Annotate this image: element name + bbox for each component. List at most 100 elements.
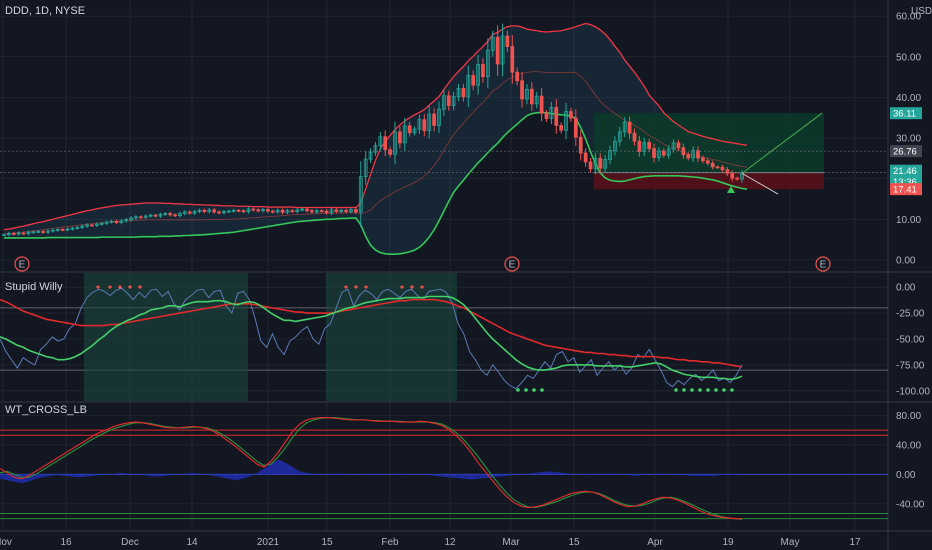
stupid-willy-pane[interactable] (0, 273, 888, 401)
candle (2, 234, 6, 237)
x-tick-label: 16 (60, 537, 72, 548)
wt1-line (0, 416, 742, 520)
candle (26, 231, 31, 234)
candle (510, 46, 515, 73)
candle (21, 232, 26, 235)
price-tick-label: 50.00 (896, 52, 921, 63)
willy-signal-dot (698, 388, 702, 392)
willy-signal-dot (674, 388, 678, 392)
price-tag (890, 164, 922, 177)
willy-tick-label: -75.00 (896, 360, 925, 371)
willy-tick-label: -100.00 (896, 386, 930, 397)
candle (60, 229, 65, 231)
candle (666, 148, 671, 156)
candle (725, 169, 730, 174)
x-tick-label: May (781, 537, 800, 548)
candle (701, 157, 705, 162)
candle (226, 210, 231, 213)
candle (696, 150, 700, 159)
candle (11, 233, 16, 235)
candle (417, 119, 422, 130)
willy-signal-dot (714, 388, 718, 392)
candle (442, 95, 446, 110)
candle (671, 142, 676, 150)
willy-signal-line (0, 295, 743, 381)
willy-signal-dot (682, 388, 686, 392)
x-tick-label: Apr (647, 537, 663, 548)
candle (148, 214, 153, 217)
candle (705, 160, 710, 164)
candle (437, 108, 441, 126)
candle (236, 209, 241, 212)
candle (569, 111, 573, 119)
candle (686, 154, 691, 159)
candle (124, 219, 129, 222)
candle (270, 210, 275, 213)
willy-top-dot (128, 285, 132, 289)
candle (99, 222, 104, 225)
wt-cross-pane[interactable] (0, 416, 888, 520)
candle (222, 211, 226, 214)
candle (598, 157, 603, 169)
willy-tick-label: -25.00 (896, 309, 925, 320)
candle (446, 95, 451, 106)
candle (363, 158, 368, 177)
candle (603, 159, 608, 169)
candle (261, 209, 265, 212)
willy-top-dot (354, 285, 358, 289)
wt-tick-label: 80.00 (896, 411, 921, 422)
price-tick-label: 0.00 (896, 255, 916, 266)
willy-tick-label: -50.00 (896, 335, 925, 346)
willy-zone (84, 273, 248, 401)
candle (285, 210, 290, 213)
candle (476, 64, 480, 86)
candle (290, 210, 295, 213)
willy-top-dot (108, 285, 112, 289)
candle (720, 166, 725, 171)
candle (637, 140, 642, 152)
wt-title[interactable]: WT_CROSS_LB (5, 404, 87, 416)
bollinger-lower-line (4, 111, 748, 255)
x-tick-label: Dec (121, 537, 139, 548)
candle (202, 209, 207, 212)
candle (94, 223, 99, 226)
price-tag (890, 183, 922, 196)
stop-zone (594, 172, 824, 190)
candle (339, 209, 344, 212)
candle (280, 209, 285, 213)
candle (432, 113, 436, 126)
willy-title[interactable]: Stupid Willy (5, 281, 63, 293)
candle (90, 224, 94, 227)
candle (65, 228, 70, 231)
symbol-title[interactable]: DDD, 1D, NYSE (5, 5, 85, 17)
x-tick-label: Nov (0, 537, 12, 548)
candle (407, 125, 412, 134)
price-tag (890, 145, 922, 158)
candle (481, 64, 485, 78)
candle (627, 121, 632, 134)
candle (691, 150, 695, 159)
candle (608, 150, 612, 160)
candle (534, 95, 539, 105)
earnings-marker-label: E (820, 260, 827, 271)
candle (632, 132, 637, 142)
candle (217, 211, 221, 214)
willy-signal-dot (532, 388, 536, 392)
candle (466, 75, 471, 98)
candle (31, 231, 36, 234)
price-tick-label: 10.00 (896, 215, 921, 226)
candle (231, 209, 236, 212)
wt-tick-label: -40.00 (896, 499, 925, 510)
candle (109, 220, 114, 223)
price-tag-label: 17.41 (893, 185, 917, 196)
willy-top-dot (118, 285, 122, 289)
candle (207, 209, 212, 212)
candle (505, 35, 510, 47)
willy-signal-dot (730, 388, 734, 392)
wt-tick-label: 0.00 (896, 470, 916, 481)
candle (354, 209, 358, 213)
willy-top-dot (410, 285, 414, 289)
candle (310, 210, 314, 213)
